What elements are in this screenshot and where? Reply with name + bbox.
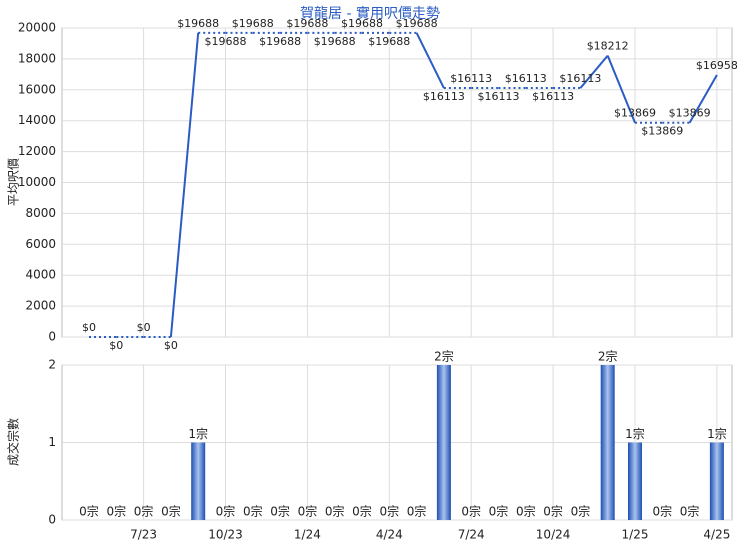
x-tick-label: 4/24 xyxy=(376,528,403,542)
y-tick-label: 16000 xyxy=(18,82,56,96)
data-label: $19688 xyxy=(314,35,356,48)
data-label: $19688 xyxy=(259,35,301,48)
line-segment xyxy=(579,54,609,89)
data-label: 1宗 xyxy=(625,426,645,441)
y-tick-label: 20000 xyxy=(18,21,56,35)
bar xyxy=(709,442,724,520)
line-segment xyxy=(688,74,718,124)
y-tick-label: 2 xyxy=(48,358,56,372)
data-label: $0 xyxy=(137,321,151,334)
data-label: 0宗 xyxy=(325,504,345,519)
x-tick-label: 10/23 xyxy=(208,528,243,542)
data-label: $0 xyxy=(82,321,96,334)
y-tick-label: 0 xyxy=(48,330,56,344)
x-tick-label: 10/24 xyxy=(536,528,571,542)
y-tick-label: 10000 xyxy=(18,175,56,189)
y-tick-label: 18000 xyxy=(18,51,56,65)
data-label: 0宗 xyxy=(270,504,290,519)
chart-title: 賀龍居 - 實用呎價走勢 xyxy=(300,5,440,22)
bar xyxy=(628,442,642,520)
bar xyxy=(436,365,451,520)
data-label: 0宗 xyxy=(352,504,372,519)
data-label: $19688 xyxy=(232,17,274,30)
data-label: 0宗 xyxy=(106,504,126,519)
data-label: $16113 xyxy=(559,72,601,85)
data-label: 0宗 xyxy=(379,504,399,519)
line-segment xyxy=(415,32,445,89)
data-label: 0宗 xyxy=(543,504,563,519)
data-label: 0宗 xyxy=(680,504,700,519)
x-tick-label: 7/23 xyxy=(130,528,157,542)
data-label: 2宗 xyxy=(598,349,618,364)
data-label: $0 xyxy=(164,339,178,352)
y-axis-title: 平均呎價 xyxy=(7,158,21,206)
data-label: 0宗 xyxy=(407,504,427,519)
data-label: $16958 xyxy=(696,59,738,72)
data-label: 0宗 xyxy=(298,504,318,519)
y-tick-label: 8000 xyxy=(25,206,56,220)
y-tick-label: 0 xyxy=(48,513,56,527)
data-label: 0宗 xyxy=(134,504,154,519)
data-label: $19688 xyxy=(286,17,328,30)
y-tick-label: 2000 xyxy=(25,299,56,313)
data-label: 0宗 xyxy=(243,504,263,519)
x-tick-label: 4/25 xyxy=(703,528,730,542)
data-label: 0宗 xyxy=(79,504,99,519)
data-label: $19688 xyxy=(396,17,438,30)
data-label: 0宗 xyxy=(516,504,536,519)
line-segment xyxy=(169,32,200,338)
data-label: 1宗 xyxy=(188,426,208,441)
x-tick-label: 1/25 xyxy=(622,528,649,542)
data-label: $19688 xyxy=(368,35,410,48)
y-tick-label: 1 xyxy=(48,435,56,449)
y-axis-title: 成交宗數 xyxy=(6,418,21,466)
data-label: 0宗 xyxy=(571,504,591,519)
data-label: 0宗 xyxy=(216,504,236,519)
data-label: $16113 xyxy=(505,72,547,85)
line-segment xyxy=(606,55,636,124)
data-label: $16113 xyxy=(532,90,574,103)
data-label: $13869 xyxy=(614,107,656,120)
y-tick-label: 6000 xyxy=(25,237,56,251)
data-label: $19688 xyxy=(341,17,383,30)
data-label: 1宗 xyxy=(707,426,727,441)
data-label: $18212 xyxy=(587,40,629,53)
data-label: 0宗 xyxy=(161,504,181,519)
bar xyxy=(191,442,206,520)
data-label: 2宗 xyxy=(434,349,454,364)
y-tick-label: 14000 xyxy=(18,113,56,127)
y-tick-label: 12000 xyxy=(18,144,56,158)
data-label: $19688 xyxy=(205,35,247,48)
x-tick-label: 7/24 xyxy=(458,528,485,542)
data-label: $16113 xyxy=(450,72,492,85)
data-label: $13869 xyxy=(641,125,683,138)
data-label: 0宗 xyxy=(489,504,509,519)
data-label: $19688 xyxy=(177,17,219,30)
data-label: 0宗 xyxy=(652,504,672,519)
bar xyxy=(600,365,615,520)
y-tick-label: 4000 xyxy=(25,268,56,282)
data-label: $16113 xyxy=(423,90,465,103)
x-tick-label: 1/24 xyxy=(294,528,321,542)
data-label: $16113 xyxy=(478,90,520,103)
data-label: $13869 xyxy=(669,107,711,120)
data-label: $0 xyxy=(109,339,123,352)
data-label: 0宗 xyxy=(461,504,481,519)
